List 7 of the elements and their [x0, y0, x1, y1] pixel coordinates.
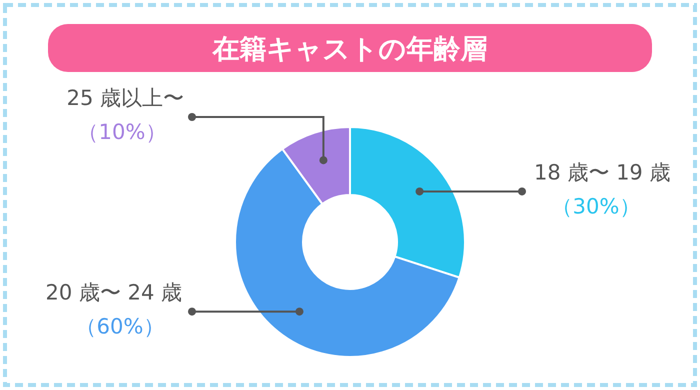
data-label: （10%）	[78, 120, 166, 144]
chart-title: 在籍キャストの年齢層	[212, 34, 488, 65]
data-label: （30%）	[552, 194, 640, 218]
slice-label: 18 歳〜 19 歳	[534, 160, 670, 184]
slice-label: 20 歳〜 24 歳	[46, 280, 182, 305]
data-label: （60%）	[76, 314, 164, 339]
slice-label: 25 歳以上〜	[66, 86, 184, 110]
